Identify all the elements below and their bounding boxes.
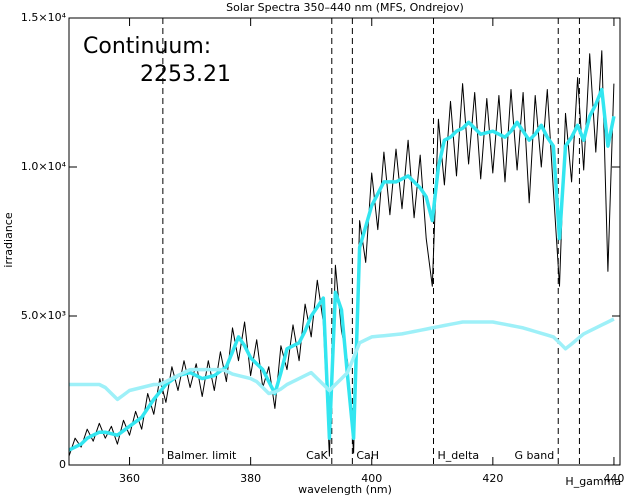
series-line <box>69 50 615 457</box>
y-tick-label: 1.0×10⁴ <box>21 160 67 173</box>
reference-label: CaK <box>306 449 328 462</box>
y-axis-label: irradiance <box>2 212 15 267</box>
x-tick-label: 380 <box>240 472 261 485</box>
x-tick-label: 400 <box>361 472 382 485</box>
reference-label: CaH <box>356 449 379 462</box>
reference-label: H_delta <box>438 449 480 462</box>
x-tick-label: 440 <box>603 472 624 485</box>
chart-title: Solar Spectra 350–440 nm (MFS, Ondrejov) <box>226 1 464 14</box>
y-tick-label: 0 <box>59 458 66 471</box>
series-line <box>69 317 615 402</box>
x-axis-label: wavelength (nm) <box>298 483 392 495</box>
reference-label: G band <box>515 449 555 462</box>
reference-label: H_gamma <box>565 475 621 488</box>
y-tick-label: 1.5×10⁴ <box>21 11 67 24</box>
plot-frame <box>68 17 621 466</box>
series-line <box>69 87 616 452</box>
x-tick-label: 420 <box>482 472 503 485</box>
x-tick-label: 360 <box>119 472 140 485</box>
reference-label: Balmer. limit <box>167 449 237 462</box>
annotation-value: 2253.21 <box>140 62 231 87</box>
y-tick-label: 5.0×10³ <box>21 309 66 322</box>
annotation-label: Continuum: <box>83 34 211 59</box>
